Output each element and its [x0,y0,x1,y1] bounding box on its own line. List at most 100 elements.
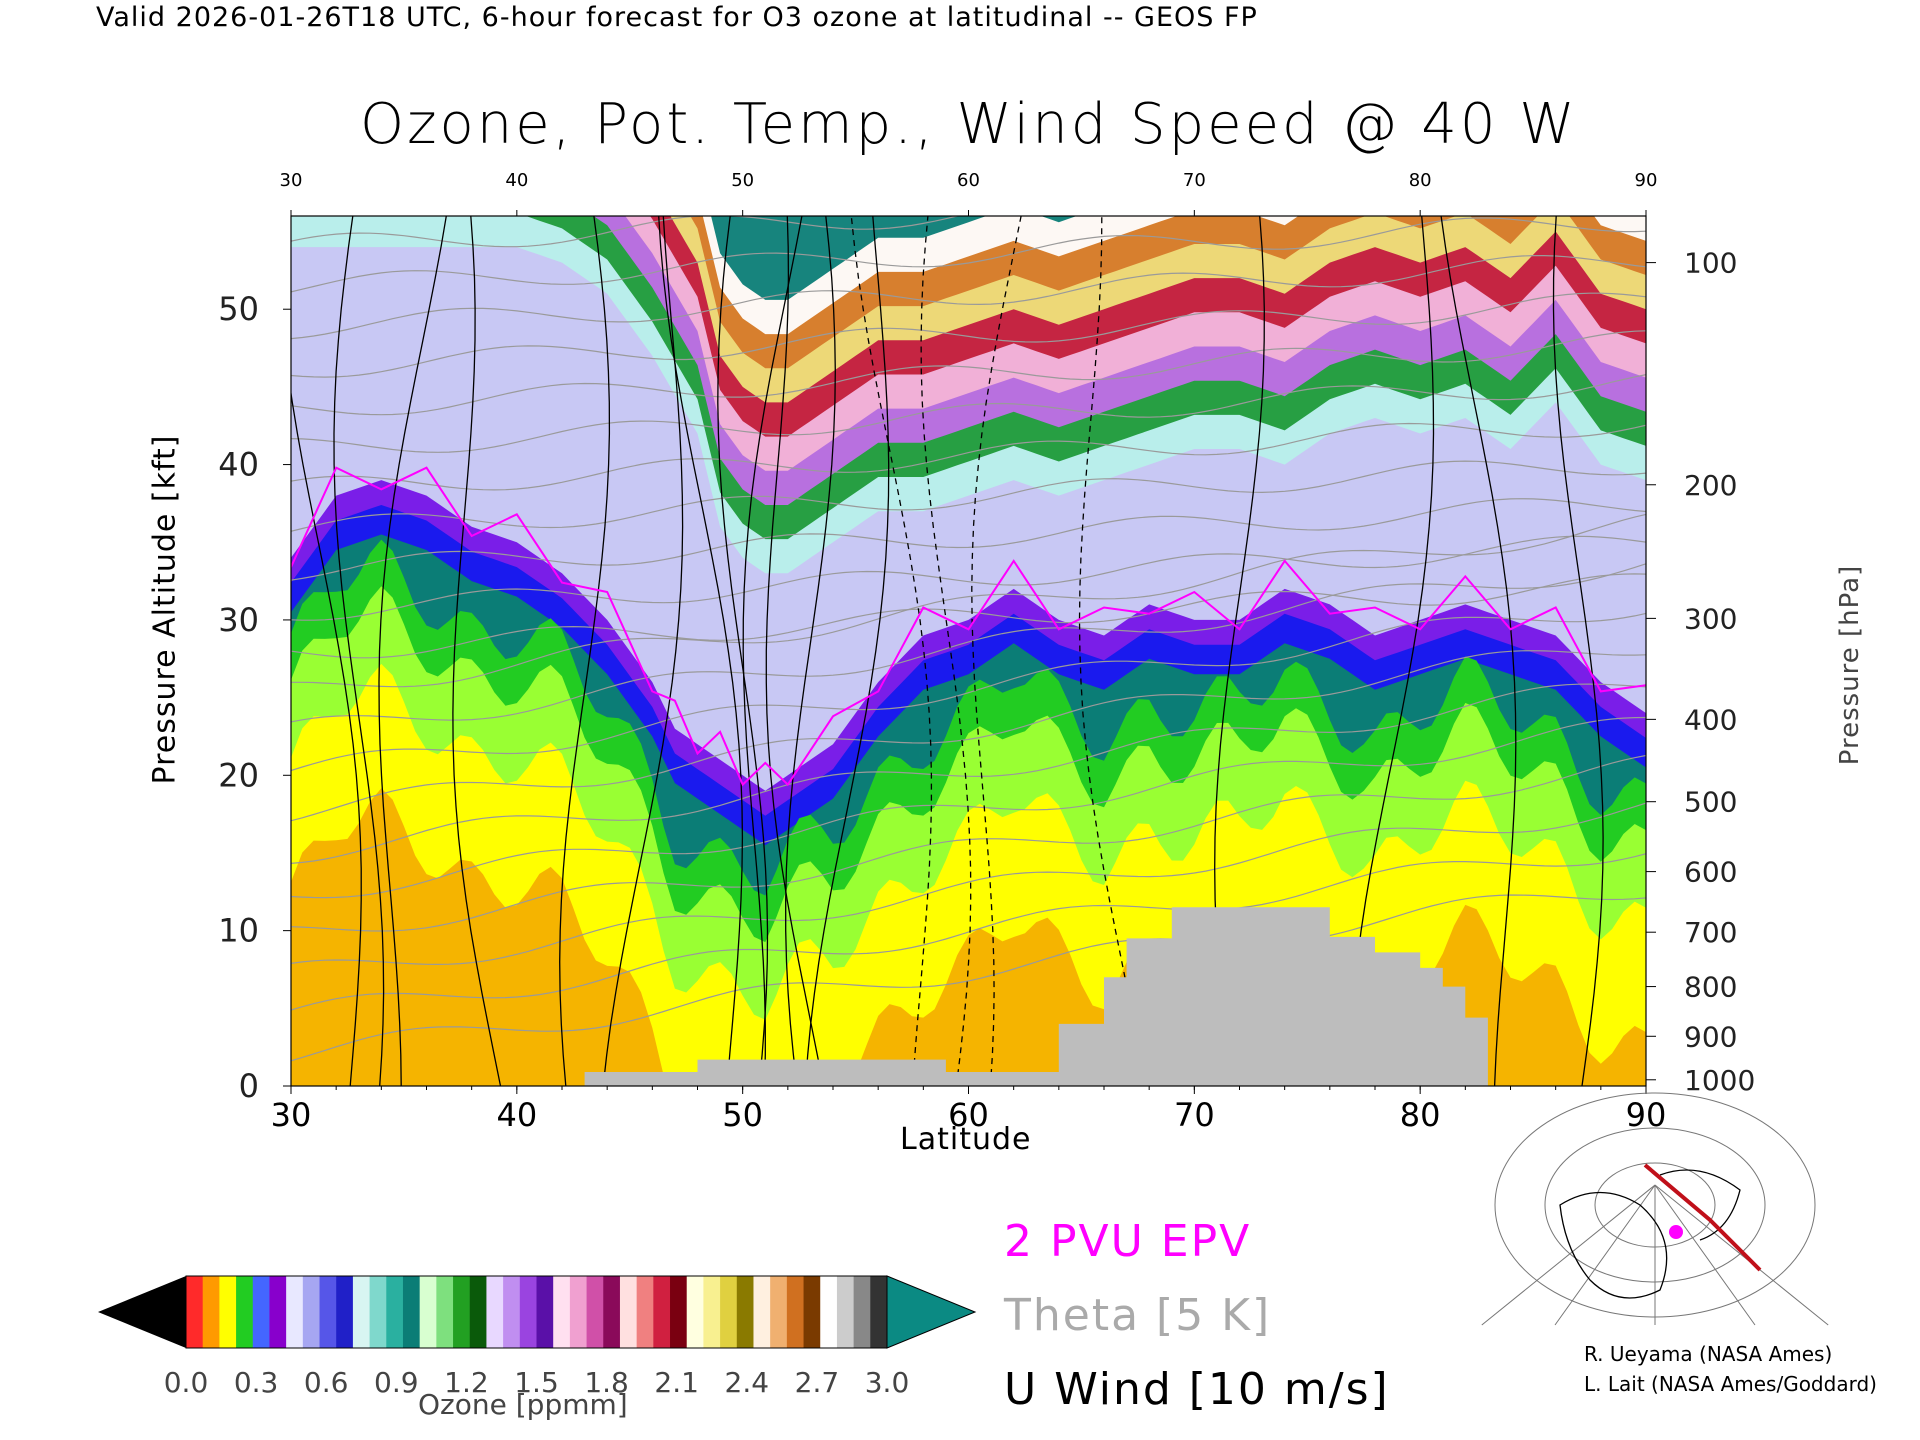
wind-contour-15 [971,216,1022,1086]
colorbar-segment [536,1276,554,1348]
x-top-tick-label-50: 50 [731,170,754,191]
colorbar-segment [786,1276,805,1348]
y-tick-label-0: 0 [239,1067,259,1105]
map-coastline [1559,1191,1668,1299]
plot-area [291,216,1646,1086]
theta-contour-7 [291,650,1646,822]
colorbar-segment [503,1276,521,1348]
colorbar-segment [553,1276,571,1348]
wind-contour-8 [717,216,769,1086]
x-tick-label-40: 40 [496,1096,537,1134]
theta-contour-4 [291,754,1646,932]
map-transect-line [1643,1163,1762,1272]
chart-title: Ozone, Pot. Temp., Wind Speed @ 40 W [360,92,1578,157]
colorbar-segment [352,1276,371,1348]
colorbar-segment [736,1276,755,1348]
colorbar-segment [603,1276,621,1348]
theta-contour-17 [291,330,1646,416]
pressure-tick-label-500: 500 [1684,786,1737,819]
colorbar-segment [436,1276,454,1348]
wind-contour-2 [333,216,385,1086]
map-meridian [1654,1184,1756,1326]
epv-2pvu-line [291,466,1646,787]
y-tick-label-10: 10 [218,912,259,950]
colorbar-segment [619,1276,638,1348]
colorbar-segment [836,1276,855,1348]
theta-contour-20 [291,217,1646,293]
colorbar-tick-1.2: 1.2 [444,1366,489,1399]
strat-band-9 [711,216,1077,300]
theta-contour-18 [291,292,1646,378]
legend-theta: Theta [5 K] [1004,1290,1272,1341]
wind-contour-12 [804,216,890,1086]
colorbar-segment [586,1276,604,1348]
colorbar-segment [336,1276,354,1348]
wind-contour-4 [452,216,502,1086]
colorbar-segment [686,1276,705,1348]
credit-line-1: R. Ueyama (NASA Ames) [1584,1342,1833,1366]
colorbar-segment [870,1276,888,1348]
x-tick-label-30: 30 [271,1096,312,1134]
colorbar-segment [219,1276,237,1348]
x-tick-label-60: 60 [948,1096,989,1134]
colorbar-low-arrow [98,1276,186,1348]
strat-band-8 [702,216,1646,335]
colorbar-segment [519,1276,538,1348]
colorbar-segment [286,1276,304,1348]
legend-epv: 2 PVU EPV [1004,1216,1252,1267]
colorbar-segment [636,1276,654,1348]
theta-contour-1 [291,894,1646,1062]
colorbar-segment [469,1276,488,1348]
credit-line-2: L. Lait (NASA Ames/Goddard) [1584,1372,1877,1396]
theta-contour-6 [291,683,1646,864]
pressure-tick-label-800: 800 [1684,971,1737,1004]
locator-map [1481,1092,1829,1326]
y-tick-label-20: 20 [218,756,259,794]
x-axis-label: Latitude [900,1122,1032,1157]
wind-contour-7 [658,216,744,1086]
colorbar-segment [369,1276,387,1348]
colorbar-tick-0.9: 0.9 [374,1366,419,1399]
wind-contour-9 [742,216,803,1086]
pressure-tick-label-200: 200 [1684,469,1737,502]
colorbar-segment [252,1276,271,1348]
wind-contour-11 [785,216,836,1086]
valid-time-header: Valid 2026-01-26T18 UTC, 6-hour forecast… [96,2,1258,33]
colorbar-segment [703,1276,721,1348]
map-meridian [1654,1184,1829,1326]
theta-contour-9 [291,563,1646,723]
colorbar-tick-2.4: 2.4 [725,1366,770,1399]
wind-contour-20 [1552,216,1604,1086]
x-tick-label-80: 80 [1400,1096,1441,1134]
colorbar-segment [753,1276,771,1348]
pressure-tick-label-1000: 1000 [1684,1064,1755,1097]
colorbar-tick-3.0: 3.0 [865,1366,910,1399]
pressure-tick-label-700: 700 [1684,916,1737,949]
colorbar-segment [720,1276,738,1348]
theta-contour-15 [291,422,1646,491]
map-meridian [1554,1184,1656,1326]
wind-contour-3 [378,216,447,1086]
pressure-tick-label-900: 900 [1684,1020,1737,1053]
y-tick-label-50: 50 [218,290,259,328]
wind-contour-13 [850,216,933,1086]
theta-contour-13 [291,498,1646,581]
x-top-tick-label-40: 40 [505,170,528,191]
colorbar-segment [269,1276,287,1348]
colorbar-segment [453,1276,471,1348]
colorbar-tick-0.6: 0.6 [304,1366,349,1399]
pressure-tick-label-400: 400 [1684,703,1737,736]
wind-contour-1 [291,389,362,1086]
colorbar-tick-1.8: 1.8 [584,1366,629,1399]
colorbar-tick-2.7: 2.7 [795,1366,840,1399]
y-axis-label-right: Pressure [hPa] [1835,564,1865,766]
wind-contour-10 [765,216,825,1086]
theta-contour-2 [291,853,1646,1011]
x-tick-label-70: 70 [1174,1096,1215,1134]
pressure-tick-label-600: 600 [1684,856,1737,889]
colorbar-tick-0.0: 0.0 [164,1366,209,1399]
wind-contour-16 [1078,216,1147,1086]
colorbar-segment [402,1276,421,1348]
colorbar-segment [653,1276,671,1348]
y-tick-label-30: 30 [218,601,259,639]
